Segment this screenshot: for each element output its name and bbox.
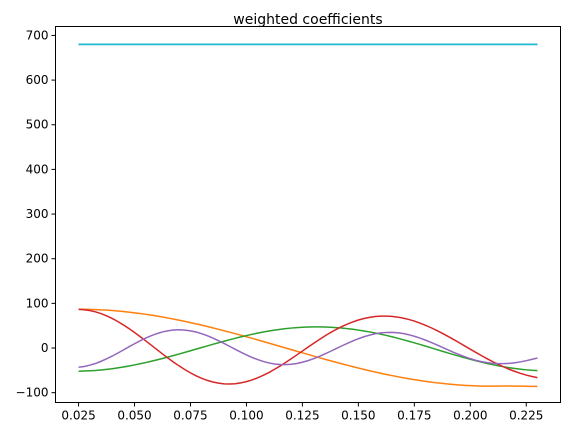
- chart-title: weighted coefficients: [233, 12, 382, 28]
- y-tick-label: 700: [26, 28, 49, 42]
- x-tick-label: 0.150: [341, 409, 375, 423]
- y-tick-label: 500: [26, 118, 49, 132]
- y-tick-label: 100: [26, 296, 49, 310]
- series-line-2: [78, 308, 538, 388]
- x-tick-label: 0.175: [397, 409, 431, 423]
- x-tick-label: 0.100: [229, 409, 263, 423]
- y-axis: −100 0 100 200 300 400 500 600 700: [16, 28, 56, 400]
- x-tick-label: 0.050: [117, 409, 151, 423]
- plot-area: [55, 26, 561, 403]
- y-tick-label: 0: [41, 341, 49, 355]
- x-tick-label: 0.025: [61, 409, 95, 423]
- series-line-3: [78, 326, 538, 372]
- series-line-5: [78, 329, 538, 368]
- y-tick-label: −100: [16, 386, 49, 400]
- x-tick-label: 0.075: [173, 409, 207, 423]
- y-tick-label: 300: [26, 207, 49, 221]
- y-tick-label: 200: [26, 252, 49, 266]
- x-axis: 0.025 0.050 0.075 0.100 0.125 0.150 0.175 0.200…: [61, 402, 543, 423]
- y-tick-label: 600: [26, 73, 49, 87]
- y-tick-label: 400: [26, 162, 49, 176]
- x-tick-label: 0.225: [509, 409, 543, 423]
- series-line-4: [78, 308, 538, 385]
- x-tick-label: 0.200: [453, 409, 487, 423]
- x-tick-label: 0.125: [285, 409, 319, 423]
- series-layer: [78, 43, 538, 388]
